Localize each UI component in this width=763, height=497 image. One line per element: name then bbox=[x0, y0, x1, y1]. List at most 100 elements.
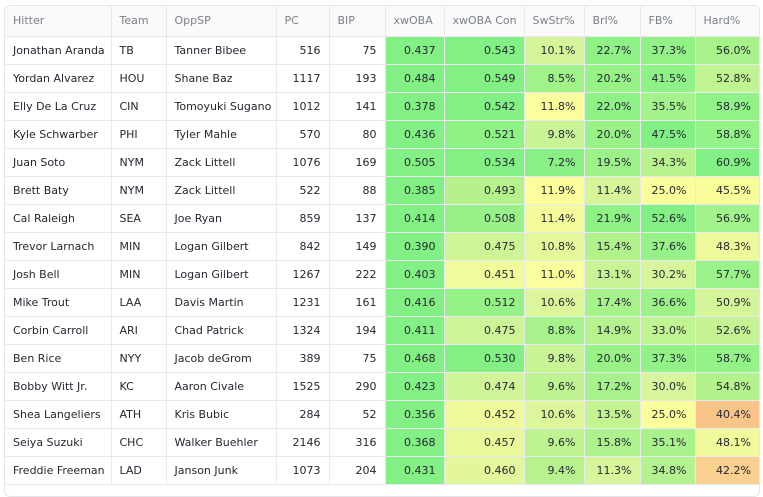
cell-xwoba-con[interactable]: 0.543 bbox=[444, 36, 525, 65]
cell-team[interactable]: HOU bbox=[111, 64, 167, 93]
cell-xwoba[interactable]: 0.411 bbox=[385, 316, 445, 345]
cell-fb[interactable]: 41.5% bbox=[640, 64, 696, 93]
cell-fb[interactable]: 52.6% bbox=[640, 204, 696, 233]
cell-hitter[interactable]: Mike Trout bbox=[5, 288, 112, 317]
cell-swstr[interactable]: 10.1% bbox=[524, 36, 585, 65]
cell-bip[interactable]: 169 bbox=[329, 148, 386, 177]
cell-xwoba-con[interactable]: 0.542 bbox=[444, 92, 525, 121]
cell-hitter[interactable]: Trevor Larnach bbox=[5, 232, 112, 261]
cell-xwoba-con[interactable]: 0.474 bbox=[444, 372, 525, 401]
cell-hard[interactable]: 57.7% bbox=[695, 260, 759, 289]
column-header-pc[interactable]: PC bbox=[276, 6, 330, 37]
cell-xwoba-con[interactable]: 0.512 bbox=[444, 288, 525, 317]
cell-fb[interactable]: 47.5% bbox=[640, 120, 696, 149]
cell-hard[interactable]: 50.9% bbox=[695, 288, 759, 317]
cell-xwoba-con[interactable]: 0.530 bbox=[444, 344, 525, 373]
cell-pc[interactable]: 842 bbox=[276, 232, 330, 261]
cell-fb[interactable]: 33.0% bbox=[640, 316, 696, 345]
cell-brl[interactable]: 15.8% bbox=[584, 428, 641, 457]
cell-xwoba-con[interactable]: 0.457 bbox=[444, 428, 525, 457]
cell-xwoba-con[interactable]: 0.475 bbox=[444, 316, 525, 345]
cell-bip[interactable]: 316 bbox=[329, 428, 386, 457]
cell-brl[interactable]: 21.9% bbox=[584, 204, 641, 233]
cell-xwoba-con[interactable]: 0.508 bbox=[444, 204, 525, 233]
cell-hard[interactable]: 40.4% bbox=[695, 400, 759, 429]
cell-fb[interactable]: 37.3% bbox=[640, 36, 696, 65]
cell-hard[interactable]: 48.1% bbox=[695, 428, 759, 457]
cell-fb[interactable]: 37.6% bbox=[640, 232, 696, 261]
cell-fb[interactable]: 37.3% bbox=[640, 344, 696, 373]
cell-fb[interactable]: 30.0% bbox=[640, 372, 696, 401]
cell-hard[interactable]: 52.6% bbox=[695, 316, 759, 345]
column-header-bip[interactable]: BIP bbox=[329, 6, 386, 37]
cell-xwoba[interactable]: 0.368 bbox=[385, 428, 445, 457]
cell-pc[interactable]: 389 bbox=[276, 344, 330, 373]
cell-pc[interactable]: 1267 bbox=[276, 260, 330, 289]
cell-swstr[interactable]: 11.4% bbox=[524, 204, 585, 233]
cell-swstr[interactable]: 8.8% bbox=[524, 316, 585, 345]
cell-xwoba-con[interactable]: 0.549 bbox=[444, 64, 525, 93]
cell-oppsp[interactable]: Tomoyuki Sugano bbox=[166, 92, 277, 121]
cell-xwoba[interactable]: 0.468 bbox=[385, 344, 445, 373]
cell-hitter[interactable]: Jonathan Aranda bbox=[5, 36, 112, 65]
cell-hard[interactable]: 58.7% bbox=[695, 344, 759, 373]
cell-xwoba[interactable]: 0.356 bbox=[385, 400, 445, 429]
cell-oppsp[interactable]: Zack Littell bbox=[166, 176, 277, 205]
cell-hard[interactable]: 58.9% bbox=[695, 92, 759, 121]
cell-hitter[interactable]: Bobby Witt Jr. bbox=[5, 372, 112, 401]
cell-xwoba-con[interactable]: 0.460 bbox=[444, 456, 525, 485]
cell-hitter[interactable]: Shea Langeliers bbox=[5, 400, 112, 429]
cell-team[interactable]: ATH bbox=[111, 400, 167, 429]
cell-hard[interactable]: 56.9% bbox=[695, 204, 759, 233]
column-header-team[interactable]: Team bbox=[111, 6, 167, 37]
cell-team[interactable]: NYM bbox=[111, 176, 167, 205]
cell-fb[interactable]: 25.0% bbox=[640, 400, 696, 429]
cell-hitter[interactable]: Elly De La Cruz bbox=[5, 92, 112, 121]
cell-pc[interactable]: 1324 bbox=[276, 316, 330, 345]
cell-oppsp[interactable]: Janson Junk bbox=[166, 456, 277, 485]
cell-xwoba-con[interactable]: 0.451 bbox=[444, 260, 525, 289]
cell-pc[interactable]: 859 bbox=[276, 204, 330, 233]
cell-bip[interactable]: 75 bbox=[329, 36, 386, 65]
cell-hitter[interactable]: Seiya Suzuki bbox=[5, 428, 112, 457]
cell-swstr[interactable]: 11.9% bbox=[524, 176, 585, 205]
cell-team[interactable]: CHC bbox=[111, 428, 167, 457]
cell-bip[interactable]: 88 bbox=[329, 176, 386, 205]
cell-xwoba[interactable]: 0.378 bbox=[385, 92, 445, 121]
cell-brl[interactable]: 20.0% bbox=[584, 120, 641, 149]
cell-oppsp[interactable]: Davis Martin bbox=[166, 288, 277, 317]
column-header-xwoba-con[interactable]: xwOBA Con bbox=[444, 6, 525, 37]
cell-brl[interactable]: 13.1% bbox=[584, 260, 641, 289]
cell-swstr[interactable]: 9.4% bbox=[524, 456, 585, 485]
cell-xwoba[interactable]: 0.403 bbox=[385, 260, 445, 289]
column-header-brl[interactable]: Brl% bbox=[584, 6, 641, 37]
cell-bip[interactable]: 137 bbox=[329, 204, 386, 233]
cell-xwoba-con[interactable]: 0.452 bbox=[444, 400, 525, 429]
cell-team[interactable]: MIN bbox=[111, 260, 167, 289]
cell-hitter[interactable]: Brett Baty bbox=[5, 176, 112, 205]
cell-brl[interactable]: 22.7% bbox=[584, 36, 641, 65]
cell-oppsp[interactable]: Joe Ryan bbox=[166, 204, 277, 233]
cell-pc[interactable]: 1117 bbox=[276, 64, 330, 93]
cell-swstr[interactable]: 9.6% bbox=[524, 428, 585, 457]
cell-xwoba[interactable]: 0.385 bbox=[385, 176, 445, 205]
cell-swstr[interactable]: 11.8% bbox=[524, 92, 585, 121]
cell-xwoba[interactable]: 0.436 bbox=[385, 120, 445, 149]
cell-xwoba-con[interactable]: 0.534 bbox=[444, 148, 525, 177]
cell-swstr[interactable]: 9.8% bbox=[524, 120, 585, 149]
cell-fb[interactable]: 35.1% bbox=[640, 428, 696, 457]
column-header-swstr[interactable]: SwStr% bbox=[524, 6, 585, 37]
column-header-fb[interactable]: FB% bbox=[640, 6, 696, 37]
cell-brl[interactable]: 17.2% bbox=[584, 372, 641, 401]
cell-oppsp[interactable]: Chad Patrick bbox=[166, 316, 277, 345]
cell-swstr[interactable]: 10.6% bbox=[524, 288, 585, 317]
cell-bip[interactable]: 193 bbox=[329, 64, 386, 93]
cell-bip[interactable]: 222 bbox=[329, 260, 386, 289]
cell-xwoba[interactable]: 0.416 bbox=[385, 288, 445, 317]
cell-pc[interactable]: 516 bbox=[276, 36, 330, 65]
cell-oppsp[interactable]: Aaron Civale bbox=[166, 372, 277, 401]
cell-pc[interactable]: 1231 bbox=[276, 288, 330, 317]
cell-team[interactable]: TB bbox=[111, 36, 167, 65]
cell-xwoba-con[interactable]: 0.521 bbox=[444, 120, 525, 149]
cell-team[interactable]: LAA bbox=[111, 288, 167, 317]
